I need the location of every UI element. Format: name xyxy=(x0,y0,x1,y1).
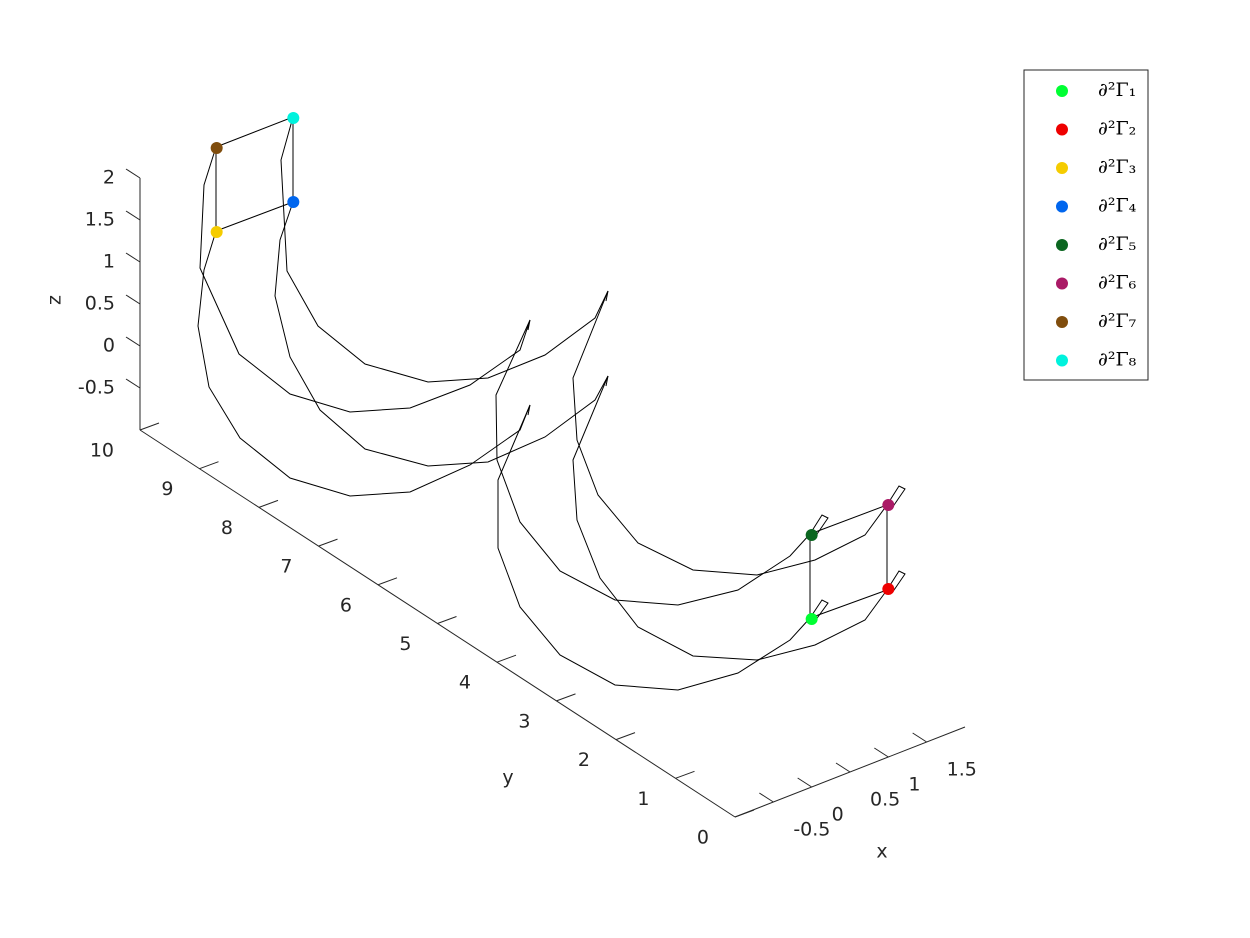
z-tick xyxy=(125,210,141,221)
point xyxy=(882,499,895,511)
legend-box xyxy=(1023,69,1149,381)
y-tick xyxy=(675,770,695,779)
legend-marker xyxy=(1056,316,1068,328)
y-tick xyxy=(377,577,398,586)
tube-edge xyxy=(572,375,888,661)
z-tick-label: 0 xyxy=(103,335,115,357)
legend-label: ∂²Γ₈ xyxy=(1098,349,1137,371)
legend-label: ∂²Γ₅ xyxy=(1098,233,1136,255)
x-axis-label: x xyxy=(876,841,887,863)
z-tick-label: 2 xyxy=(103,167,115,189)
y-tick-label: 1 xyxy=(637,788,649,810)
z-tick xyxy=(125,294,141,305)
z-tick-label: 1 xyxy=(103,251,115,273)
y-tick xyxy=(199,461,219,470)
point xyxy=(805,529,818,541)
y-tick-label: 4 xyxy=(459,672,471,694)
legend-label: ∂²Γ₁ xyxy=(1098,79,1136,101)
y-tick xyxy=(437,616,457,624)
tab xyxy=(809,599,829,622)
x-tick xyxy=(835,762,851,773)
z-tick-label: 0.5 xyxy=(85,293,115,315)
y-axis-label: y xyxy=(502,767,513,789)
y-tick-label: 3 xyxy=(518,710,530,732)
x-tick xyxy=(797,777,812,788)
z-tick xyxy=(125,378,141,389)
tube-edge xyxy=(197,230,531,497)
legend-marker xyxy=(1056,200,1068,213)
z-axis-label: z xyxy=(44,295,66,305)
y-tick-label: 5 xyxy=(399,633,411,655)
y-tick xyxy=(734,809,755,818)
tab xyxy=(886,570,906,594)
tube-edge xyxy=(572,290,888,576)
y-tick xyxy=(496,654,517,663)
legend-label: ∂²Γ₆ xyxy=(1098,272,1137,294)
legend-marker xyxy=(1056,277,1068,290)
z-tick-label: 1.5 xyxy=(85,209,115,231)
z-tick xyxy=(125,252,141,263)
point xyxy=(287,112,300,124)
legend-label: ∂²Γ₂ xyxy=(1098,118,1136,140)
tab xyxy=(886,485,906,509)
legend-marker xyxy=(1056,85,1068,97)
point xyxy=(805,613,818,625)
y-tick xyxy=(318,538,338,547)
tube-edge xyxy=(497,404,811,691)
x-tick-label: -0.5 xyxy=(793,819,830,841)
tube-edge xyxy=(199,146,531,413)
y-tick-label: 2 xyxy=(578,749,590,771)
y-tick-label: 9 xyxy=(161,478,173,500)
z-tick-label: -0.5 xyxy=(78,377,115,399)
x-tick xyxy=(874,747,889,758)
tab xyxy=(809,514,829,538)
point xyxy=(287,196,300,208)
legend-label: ∂²Γ₄ xyxy=(1098,195,1137,217)
z-tick xyxy=(125,336,141,347)
tube-edge xyxy=(280,116,609,383)
y-tick xyxy=(615,732,636,741)
legend-label: ∂²Γ₃ xyxy=(1098,156,1136,178)
legend-marker xyxy=(1056,162,1068,174)
x-tick-label: 1.5 xyxy=(947,759,977,781)
x-tick xyxy=(759,792,774,803)
legend-marker xyxy=(1056,123,1068,136)
y-tick-label: 7 xyxy=(280,556,292,578)
legend-label: ∂²Γ₇ xyxy=(1098,310,1137,332)
y-tick xyxy=(556,693,576,702)
y-tick-label: 6 xyxy=(340,594,352,616)
y-tick xyxy=(258,499,279,508)
point xyxy=(882,583,895,595)
x-tick xyxy=(912,732,927,743)
wireframe xyxy=(197,116,906,691)
y-tick xyxy=(139,422,160,431)
point xyxy=(210,226,223,238)
tube-edge xyxy=(495,319,811,606)
y-tick-label: 8 xyxy=(221,517,233,539)
y-tick-label: 0 xyxy=(697,827,709,849)
x-tick-label: 0 xyxy=(832,804,844,826)
point xyxy=(210,142,223,154)
tube-edge xyxy=(274,201,609,467)
legend-marker xyxy=(1056,354,1068,367)
z-tick xyxy=(125,168,141,179)
legend-marker xyxy=(1056,239,1068,251)
x-tick-label: 1 xyxy=(908,774,920,796)
y-tick-label: 10 xyxy=(90,440,114,462)
x-tick-label: 0.5 xyxy=(870,789,900,811)
